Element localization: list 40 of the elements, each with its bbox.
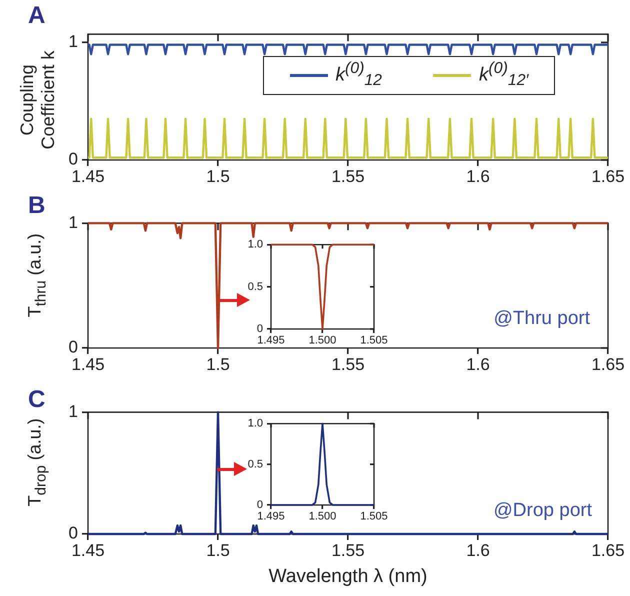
x-tick-label: 1.5 xyxy=(206,354,230,374)
x-tick-label: 1.500 xyxy=(308,334,336,347)
y-tick-label: 0 xyxy=(68,524,78,543)
y-tick-label: 0 xyxy=(68,150,78,169)
x-tick-label: 1.505 xyxy=(360,510,388,523)
y-tick-label: 0 xyxy=(68,338,78,357)
x-tick-label: 1.5 xyxy=(206,540,230,560)
x-tick-label: 1.495 xyxy=(257,334,285,347)
x-tick-label: 1.55 xyxy=(331,540,365,560)
x-tick-label: 1.65 xyxy=(591,354,625,374)
x-tick-label: 1.495 xyxy=(257,510,285,523)
x-axis-title: Wavelength λ (nm) xyxy=(268,566,428,588)
chart-title: C xyxy=(28,386,46,414)
x-tick-label: 1.6 xyxy=(466,166,490,186)
x-tick-label: 1.45 xyxy=(71,540,105,560)
annotation: @Thru port xyxy=(494,308,590,330)
chart-title: B xyxy=(28,192,46,220)
x-tick-label: 1.45 xyxy=(71,354,105,374)
y-tick-label: 0 xyxy=(256,323,263,336)
y-tick-label: 1 xyxy=(68,402,78,421)
chart-title: A xyxy=(28,2,46,30)
y-tick-label: 1 xyxy=(68,32,78,52)
x-tick-label: 1.500 xyxy=(308,510,336,523)
x-tick-label: 1.505 xyxy=(360,334,388,347)
y-tick-label: 0 xyxy=(256,499,263,512)
x-tick-label: 1.45 xyxy=(71,166,105,186)
x-tick-label: 1.6 xyxy=(466,540,490,560)
x-tick-label: 1.5 xyxy=(206,166,230,186)
y-axis-title: Coupling Coefficient k xyxy=(17,50,59,152)
y-tick-label: 0.5 xyxy=(248,458,263,470)
y-tick-label: 1.0 xyxy=(248,238,263,251)
x-tick-label: 1.65 xyxy=(591,540,625,560)
x-tick-label: 1.65 xyxy=(591,166,625,186)
y-tick-label: 1.0 xyxy=(248,418,263,430)
y-tick-label: 1 xyxy=(68,212,78,232)
y-tick-label: 0.5 xyxy=(248,280,263,293)
x-tick-label: 1.55 xyxy=(331,354,365,374)
x-tick-label: 1.6 xyxy=(466,354,490,374)
x-tick-label: 1.55 xyxy=(331,166,365,186)
annotation: @Drop port xyxy=(494,500,592,522)
